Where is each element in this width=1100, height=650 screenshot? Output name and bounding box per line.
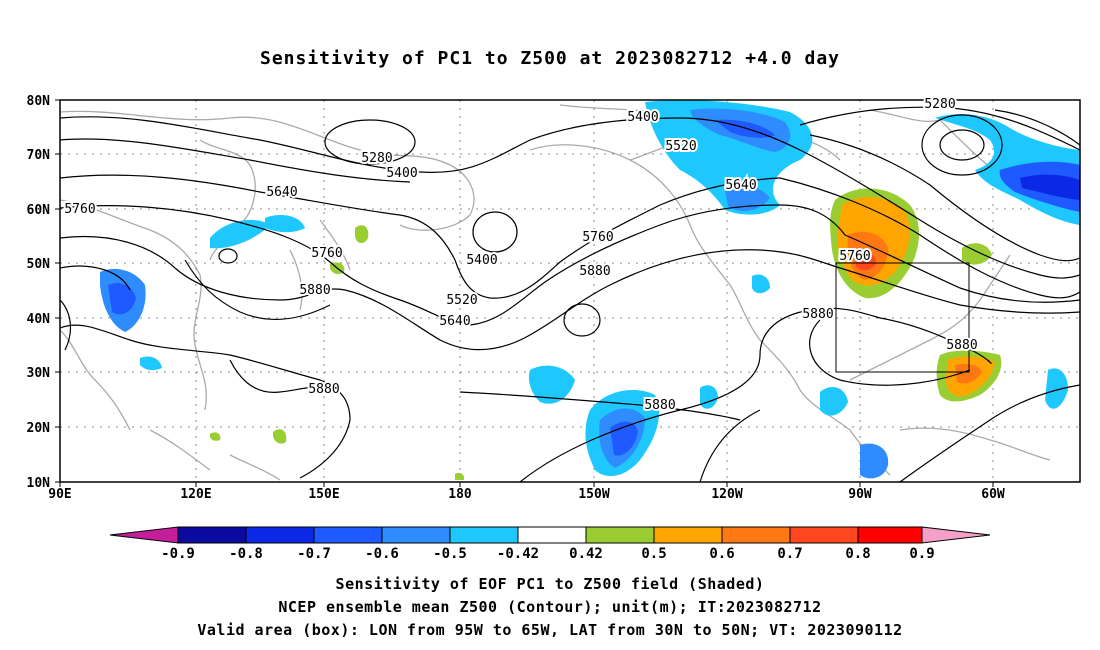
caption-line-2: NCEP ensemble mean Z500 (Contour); unit(… [278,598,822,616]
contour-label: 5640 [439,314,470,329]
contour-label: 5280 [924,97,955,112]
lat-tick-label: 70N [27,148,51,163]
lon-tick-label: 180 [448,487,472,502]
colorbar-segment [585,526,655,544]
negative-sensitivity-patch [1045,368,1068,409]
lat-tick-label: 60N [27,203,51,218]
lat-tick-label: 20N [27,421,51,436]
contour-label: 5880 [644,398,675,413]
contour-label: 5880 [946,338,977,353]
colorbar-segment [449,526,519,544]
colorbar-tick-label: 0.7 [777,546,802,562]
colorbar-segment [721,526,791,544]
lon-tick-label: 60W [981,487,1005,502]
valid-area-box [835,262,970,373]
lat-tick-label: 10N [27,476,51,491]
lon-tick-label: 150E [308,487,339,502]
contour-label: 5760 [582,230,613,245]
chart-title: Sensitivity of PC1 to Z500 at 2023082712… [259,48,840,69]
positive-sensitivity-patch [955,363,982,384]
positive-sensitivity-patch [455,472,465,480]
map-border [59,99,1081,483]
contour-label: 5760 [311,246,342,261]
map-area [60,100,1080,482]
colorbar-tick-label: -0.8 [229,546,263,562]
caption-line-1: Sensitivity of EOF PC1 to Z500 field (Sh… [335,575,765,593]
contour-label: 5400 [386,166,417,181]
colorbar-segment [245,526,315,544]
contour-label: 5880 [299,283,330,298]
lon-tick-label: 150W [578,487,609,502]
colorbar-low-end [109,526,179,544]
contour-label: 5520 [446,293,477,308]
colorbar-tick-label: 0.9 [909,546,934,562]
contour-label: 5760 [839,249,870,264]
colorbar-tick-label: -0.7 [297,546,331,562]
lon-tick-label: 90E [48,487,71,502]
colorbar-tick-label: 0.42 [569,546,603,562]
lon-tick-label: 120W [711,487,742,502]
negative-sensitivity-patch [528,365,575,404]
contour-label: 5640 [725,178,756,193]
colorbar-segment [789,526,859,544]
lat-tick-label: 80N [27,94,51,109]
colorbar: -0.9 -0.8 -0.7 -0.6 -0.5 -0.42 0.42 0.5 … [109,526,991,562]
contour-label: 5880 [802,307,833,322]
colorbar-segment [381,526,451,544]
lat-tick-label: 50N [27,257,51,272]
negative-sensitivity-patch [860,443,889,479]
caption-line-3: Valid area (box): LON from 95W to 65W, L… [197,621,903,639]
colorbar-tick-label: -0.5 [433,546,467,562]
colorbar-high-end [921,526,991,544]
contour-label: 5280 [361,151,392,166]
positive-sensitivity-patch [273,429,287,444]
colorbar-tick-label: 0.6 [709,546,734,562]
colorbar-tick-label: -0.9 [161,546,195,562]
y-axis-labels: 80N 70N 60N 50N 40N 30N 20N 10N [27,94,51,491]
colorbar-segment [313,526,383,544]
negative-sensitivity-patch [820,387,848,416]
negative-sensitivity-patch [752,274,770,294]
contour-label: 5880 [308,382,339,397]
colorbar-segment [653,526,723,544]
contour-label: 5760 [64,202,95,217]
lat-tick-label: 30N [27,366,51,381]
colorbar-tick-label: -0.42 [497,546,539,562]
colorbar-tick-label: -0.6 [365,546,399,562]
positive-sensitivity-patch [210,432,221,441]
colorbar-tick-label: 0.5 [641,546,666,562]
contour-label: 5640 [266,185,297,200]
contour-label: 5400 [627,110,658,125]
colorbar-tick-label: 0.8 [845,546,870,562]
z500-contours [60,106,1080,482]
negative-sensitivity-patch [108,283,136,315]
positive-sensitivity-patch [855,250,876,271]
negative-sensitivity-patch [725,185,770,212]
contour-label: 5400 [466,253,497,268]
colorbar-segment [517,526,587,544]
lon-tick-label: 120E [180,487,211,502]
negative-sensitivity-patch [1020,174,1080,200]
contour-label: 5520 [665,139,696,154]
x-axis-labels: 90E 120E 150E 180 150W 120W 90W 60W [48,487,1005,502]
negative-sensitivity-patch [140,356,162,371]
colorbar-segment [177,526,247,544]
lat-tick-label: 40N [27,312,51,327]
positive-sensitivity-patch [355,225,369,244]
colorbar-segment [857,526,923,544]
contour-labels: 5280 5400 5280 5400 5520 5640 5640 5760 … [62,95,979,415]
negative-sensitivity-patch [265,215,305,233]
axis-ticks [55,99,994,487]
lon-tick-label: 90W [848,487,872,502]
contour-label: 5880 [579,264,610,279]
